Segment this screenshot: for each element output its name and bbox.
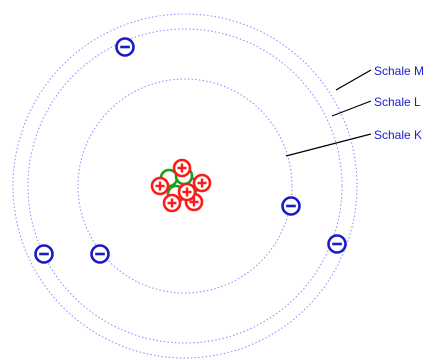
shell-k-orbit (77, 78, 293, 294)
label-shell-l: Schale L (374, 95, 421, 109)
electron-group (34, 37, 347, 264)
proton (150, 176, 170, 196)
leader-line-shell-k (285, 133, 372, 157)
proton (172, 158, 192, 178)
label-shell-k: Schale K (374, 128, 422, 142)
electron (281, 196, 301, 216)
proton (162, 193, 182, 213)
electron (327, 234, 347, 254)
label-shell-m: Schale M (374, 64, 424, 78)
proton (177, 182, 197, 202)
electron (90, 244, 110, 264)
leader-lines (285, 69, 372, 157)
electron (115, 37, 135, 57)
nucleus (150, 158, 212, 213)
leader-line-shell-l (331, 100, 372, 117)
electron (34, 244, 54, 264)
shell-l-orbit (27, 28, 343, 344)
leader-line-shell-m (335, 69, 372, 91)
proton (192, 173, 212, 193)
proton-group (150, 158, 212, 213)
shell-m-orbit (12, 13, 358, 359)
electron-shells (12, 13, 358, 359)
